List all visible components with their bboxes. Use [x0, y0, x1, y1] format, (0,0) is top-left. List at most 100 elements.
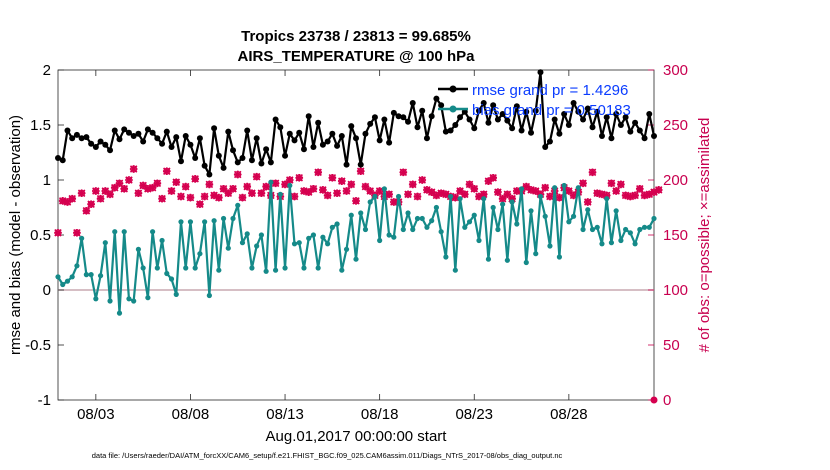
obs-assimilated-point	[508, 194, 516, 203]
obs-assimilated-point	[233, 170, 242, 179]
bias-point	[481, 196, 487, 202]
rmse-point	[59, 157, 66, 164]
obs-assimilated-point	[54, 228, 62, 237]
legend-rmse-marker	[449, 85, 457, 93]
obs-assimilated-point	[470, 184, 479, 193]
obs-assimilated-point	[418, 176, 427, 184]
x-tick-label: 08/23	[455, 406, 493, 423]
bias-point	[589, 226, 596, 233]
rmse-point	[88, 140, 95, 147]
bias-point	[580, 226, 586, 233]
rmse-point	[353, 135, 359, 142]
obs-assimilated-point	[290, 192, 299, 201]
bias-point	[74, 263, 80, 269]
obs-assimilated-point	[432, 191, 441, 200]
bias-point	[561, 182, 567, 189]
rmse-point	[130, 133, 137, 139]
bias-point	[604, 196, 610, 202]
rmse-point	[230, 147, 237, 154]
rmse-point	[480, 100, 487, 106]
rmse-point	[452, 122, 459, 128]
rmse-point	[636, 127, 643, 134]
bias-point	[140, 265, 146, 271]
rmse-point	[286, 130, 293, 137]
bias-point	[627, 230, 633, 236]
bias-point	[164, 270, 170, 277]
obs-assimilated-point	[475, 192, 483, 201]
obs-assimilated-point	[285, 176, 294, 184]
bias-point	[97, 273, 104, 279]
obs-assimilated-point	[262, 182, 270, 191]
rmse-point	[537, 69, 544, 76]
y-tick-label-right: 300	[663, 62, 688, 79]
bias-point	[381, 186, 387, 192]
obs-assimilated-point	[541, 183, 550, 192]
rmse-point	[168, 144, 175, 150]
rmse-point	[570, 100, 577, 106]
bias-point	[514, 221, 520, 227]
bias-point	[566, 219, 572, 225]
bias-point	[575, 185, 581, 191]
bias-point	[495, 226, 501, 233]
rmse-point	[414, 124, 421, 131]
obs-assimilated-point	[626, 192, 635, 201]
bias-point	[287, 182, 293, 189]
obs-assimilated-point	[598, 190, 606, 199]
bias-point	[429, 218, 435, 224]
bias-point	[599, 241, 605, 247]
bias-point	[438, 229, 444, 235]
rmse-point	[617, 122, 624, 128]
bias-point	[178, 219, 184, 225]
obs-assimilated-point	[196, 200, 204, 209]
obs-assimilated-point	[498, 194, 507, 203]
obs-assimilated-point	[229, 184, 237, 193]
bias-point	[462, 224, 468, 230]
rmse-point	[234, 159, 241, 166]
bias-point	[272, 267, 279, 273]
rmse-point	[428, 113, 435, 120]
rmse-point	[532, 107, 539, 114]
bias-point	[419, 215, 425, 222]
bias-point	[343, 246, 350, 252]
rmse-point	[622, 114, 629, 121]
obs-assimilated-point	[252, 172, 261, 181]
plot-area	[57, 69, 655, 401]
rmse-point	[613, 111, 620, 117]
bias-point	[159, 237, 165, 244]
obs-assimilated-point	[645, 190, 654, 199]
rmse-point	[371, 114, 378, 121]
obs-assimilated-point	[328, 173, 337, 182]
rmse-point	[386, 139, 393, 146]
obs-assimilated-point	[451, 193, 460, 202]
obs-assimilated-point	[494, 188, 502, 196]
obs-assimilated-point	[583, 198, 592, 206]
rmse-point	[211, 125, 218, 132]
bias-point	[448, 193, 454, 200]
bias-point	[594, 224, 600, 230]
obs-assimilated-point	[271, 179, 280, 188]
obs-assimilated-point	[309, 184, 318, 193]
bias-point	[623, 226, 629, 233]
y-tick-label-right: 50	[663, 337, 680, 354]
rmse-point	[457, 114, 464, 121]
y-tick-label-left: -1	[38, 392, 51, 409]
rmse-point	[651, 133, 657, 139]
rmse-point	[646, 111, 653, 117]
bias-point	[367, 199, 373, 205]
bias-point	[353, 256, 359, 262]
rmse-point	[546, 138, 553, 145]
obs-assimilated-point	[158, 194, 166, 203]
bias-point	[405, 210, 411, 216]
obs-assimilated-point	[243, 182, 252, 191]
rmse-point	[206, 171, 213, 178]
rmse-point	[528, 129, 535, 136]
obs-assimilated-point	[423, 186, 431, 194]
y-axis-left-label: rmse and bias (model - observation)	[7, 115, 24, 355]
bias-point	[391, 234, 397, 240]
bias-point	[183, 265, 189, 271]
bias-point	[192, 265, 198, 271]
obs-assimilated-point	[484, 177, 493, 185]
y-tick-label-right: 0	[663, 392, 671, 409]
rmse-point	[362, 130, 369, 137]
bias-point	[206, 292, 212, 299]
